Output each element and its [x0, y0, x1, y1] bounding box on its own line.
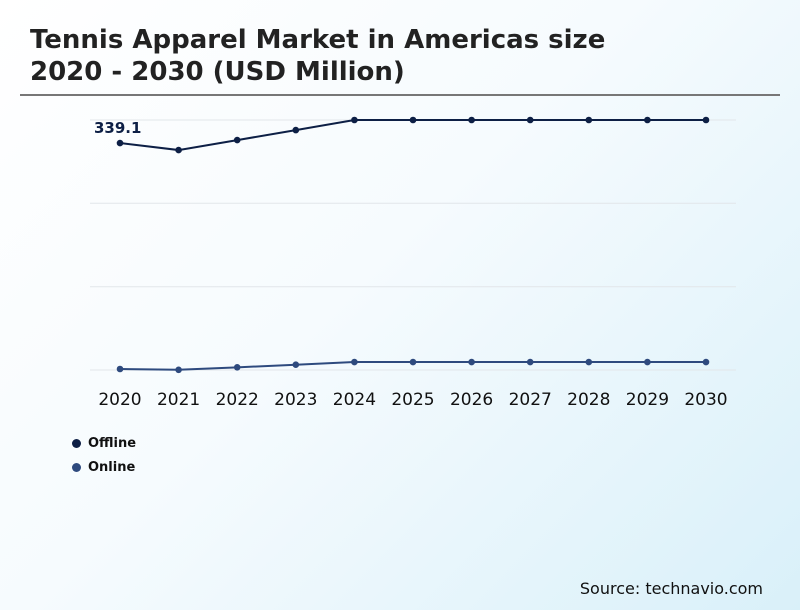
x-tick-label: 2029: [626, 390, 669, 410]
data-point-offline: [351, 116, 358, 124]
x-tick-label: 2030: [684, 390, 727, 410]
data-point-online: [526, 358, 534, 366]
source-note: Source: technavio.com: [579, 579, 763, 598]
data-point-online: [468, 358, 475, 366]
x-tick-label: 2024: [333, 390, 376, 410]
data-point-offline: [233, 136, 241, 144]
chart-title: Tennis Apparel Market in Americas size 20…: [30, 24, 605, 88]
data-point-offline: [409, 116, 417, 124]
data-point-offline: [468, 116, 475, 124]
data-point-online: [116, 365, 124, 373]
legend-label-online: Online: [88, 460, 136, 475]
x-tick-label: 2023: [274, 390, 317, 410]
data-point-offline: [175, 146, 182, 154]
data-point-online: [233, 364, 241, 371]
data-point-online: [702, 358, 710, 366]
x-tick-label: 2028: [567, 390, 610, 410]
data-point-online: [175, 366, 182, 374]
data-point-offline: [702, 116, 710, 124]
data-point-offline: [585, 116, 593, 124]
data-point-offline: [116, 139, 124, 147]
x-tick-label: 2022: [216, 390, 259, 410]
legend-item-online[interactable]: Online: [72, 460, 135, 475]
x-tick-label: 2027: [509, 390, 552, 410]
legend-dot-offline: [72, 439, 81, 448]
data-point-online: [644, 358, 651, 366]
title-divider: [20, 94, 780, 96]
data-point-online: [409, 358, 417, 366]
data-point-online: [351, 358, 358, 366]
title-line-1: Tennis Apparel Market in Americas size: [30, 25, 606, 55]
data-point-offline: [526, 116, 534, 124]
data-point-online: [585, 358, 593, 366]
data-label: 339.1: [94, 119, 141, 137]
data-point-offline: [644, 116, 651, 124]
series-line-offline: [119, 119, 706, 152]
title-line-2: 2020 - 2030 (USD Million): [30, 57, 405, 87]
legend-dot-online: [72, 463, 81, 472]
legend-item-offline[interactable]: Offline: [72, 436, 136, 451]
x-tick-label: 2026: [450, 390, 493, 410]
data-point-online: [292, 361, 300, 369]
legend-label-offline: Offline: [88, 436, 137, 451]
x-tick-label: 2025: [391, 390, 434, 410]
data-point-offline: [292, 126, 300, 134]
x-tick-label: 2021: [157, 390, 200, 410]
x-tick-label: 2020: [98, 390, 141, 410]
